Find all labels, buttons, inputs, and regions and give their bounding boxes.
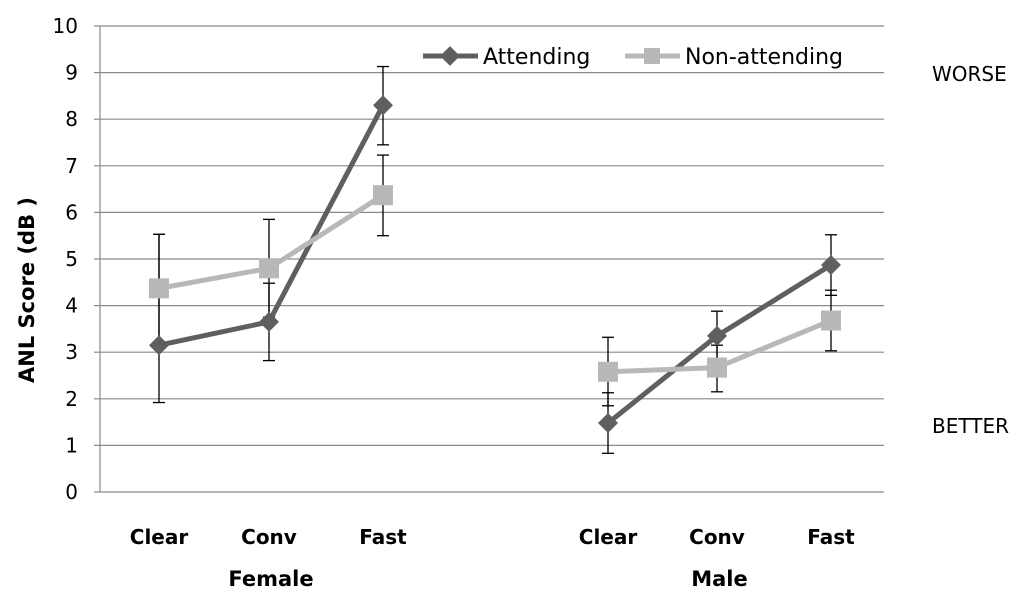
x-category-label: Fast xyxy=(807,525,855,549)
y-tick-label: 6 xyxy=(65,200,78,224)
data-point-attending xyxy=(707,325,727,346)
x-group-labels: Female Male xyxy=(228,567,747,591)
series-markers xyxy=(149,95,841,434)
x-group-label: Male xyxy=(691,567,748,591)
legend-nonattending-label: Non-attending xyxy=(685,45,843,70)
y-tick-label: 7 xyxy=(65,154,78,178)
data-point-non-attending xyxy=(149,278,169,299)
data-point-non-attending xyxy=(821,310,841,331)
x-category-label: Fast xyxy=(359,525,407,549)
x-group-label: Female xyxy=(228,567,313,591)
data-point-attending xyxy=(259,311,279,332)
series-line-attending xyxy=(158,104,386,348)
y-tick-label: 5 xyxy=(65,247,78,271)
axes xyxy=(99,26,884,493)
legend-attending-marker xyxy=(440,46,460,66)
x-category-label: Conv xyxy=(689,525,745,549)
x-category-labels: Clear Conv Fast Clear Conv Fast xyxy=(130,525,855,549)
data-point-attending xyxy=(598,413,618,434)
data-point-non-attending xyxy=(598,361,618,382)
y-tick-label: 3 xyxy=(65,340,78,364)
data-point-attending xyxy=(149,335,169,356)
gridlines xyxy=(94,25,884,493)
data-point-non-attending xyxy=(259,258,279,279)
y-axis-label: ANL Score (dB ) xyxy=(15,197,39,383)
x-category-label: Conv xyxy=(241,525,297,549)
better-annotation: BETTER xyxy=(932,414,1009,438)
data-point-attending xyxy=(373,95,393,116)
error-bars xyxy=(153,65,837,454)
y-tick-label: 0 xyxy=(65,480,78,504)
legend: Attending Non-attending xyxy=(423,45,843,70)
data-point-attending xyxy=(821,255,841,276)
worse-annotation: WORSE xyxy=(932,62,1007,86)
y-tick-label: 10 xyxy=(53,14,78,38)
x-category-label: Clear xyxy=(579,525,638,549)
legend-attending-label: Attending xyxy=(483,45,590,70)
x-category-label: Clear xyxy=(130,525,189,549)
y-tick-label: 1 xyxy=(65,433,78,457)
y-tick-labels: 0 1 2 3 4 5 6 7 8 9 10 xyxy=(53,14,78,504)
data-point-non-attending xyxy=(373,185,393,206)
y-tick-label: 8 xyxy=(65,107,78,131)
y-tick-label: 2 xyxy=(65,387,78,411)
y-tick-label: 4 xyxy=(65,294,78,318)
legend-nonattending-marker xyxy=(644,48,660,64)
y-tick-label: 9 xyxy=(65,61,78,85)
data-point-non-attending xyxy=(707,357,727,378)
